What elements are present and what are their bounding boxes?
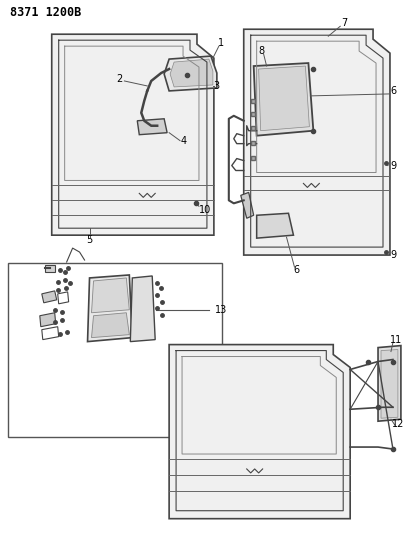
Polygon shape bbox=[40, 313, 56, 327]
Text: 13: 13 bbox=[215, 305, 227, 315]
Text: 7: 7 bbox=[341, 18, 347, 28]
Polygon shape bbox=[137, 119, 167, 135]
FancyBboxPatch shape bbox=[8, 263, 222, 437]
Text: 3: 3 bbox=[214, 81, 220, 91]
Polygon shape bbox=[381, 350, 398, 418]
Polygon shape bbox=[378, 345, 401, 421]
Text: 5: 5 bbox=[86, 235, 93, 245]
Polygon shape bbox=[170, 59, 213, 87]
Polygon shape bbox=[244, 29, 390, 255]
Text: 4: 4 bbox=[181, 136, 187, 146]
Text: 6: 6 bbox=[390, 86, 396, 96]
Polygon shape bbox=[257, 213, 293, 238]
Polygon shape bbox=[130, 276, 155, 342]
Polygon shape bbox=[45, 265, 55, 272]
Polygon shape bbox=[52, 34, 214, 235]
Polygon shape bbox=[169, 345, 350, 519]
Text: 8: 8 bbox=[259, 46, 265, 56]
Text: 2: 2 bbox=[116, 74, 122, 84]
Polygon shape bbox=[241, 192, 254, 218]
Polygon shape bbox=[92, 278, 129, 313]
Text: 9: 9 bbox=[390, 250, 396, 260]
Text: 8371 1200B: 8371 1200B bbox=[10, 6, 81, 19]
Polygon shape bbox=[164, 56, 217, 91]
Polygon shape bbox=[259, 66, 309, 131]
Polygon shape bbox=[92, 313, 129, 337]
Text: 10: 10 bbox=[199, 205, 211, 215]
Text: 9: 9 bbox=[390, 160, 396, 171]
Polygon shape bbox=[254, 63, 314, 136]
Text: 1: 1 bbox=[218, 38, 224, 48]
Polygon shape bbox=[42, 291, 57, 303]
Polygon shape bbox=[88, 275, 132, 342]
Text: 6: 6 bbox=[293, 265, 299, 275]
Text: 11: 11 bbox=[390, 335, 402, 345]
Text: 12: 12 bbox=[392, 419, 404, 429]
